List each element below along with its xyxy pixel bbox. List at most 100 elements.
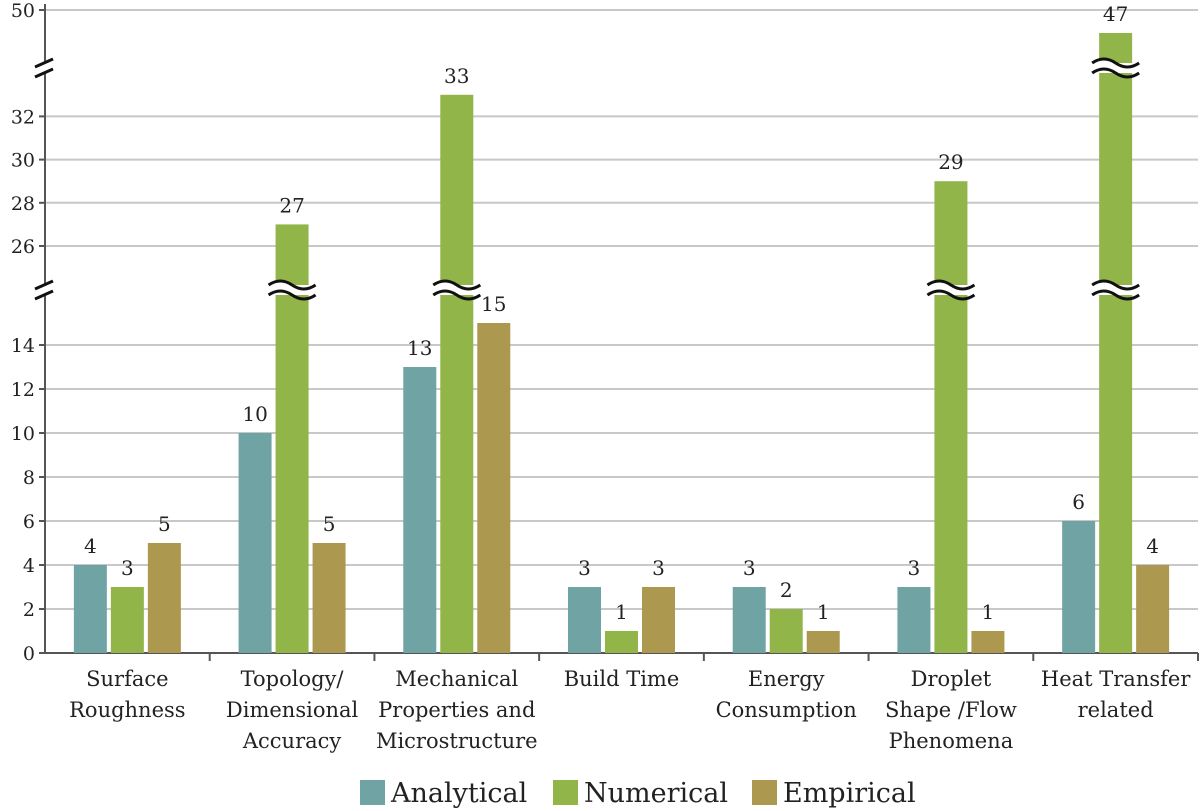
bar-numerical [1099,33,1133,653]
bar-break-line [926,289,976,301]
bar-analytical [403,367,437,653]
y-tick-label: 2 [23,599,35,621]
breaks-layer [34,57,1140,301]
category-label: Mechanical [395,667,518,691]
data-label: 3 [908,556,921,580]
y-tick-label: 12 [11,379,35,401]
axis-break-line [34,279,54,291]
bar-analytical [73,565,107,653]
data-label: 29 [938,150,963,174]
data-label: 47 [1103,2,1128,26]
data-label: 6 [1072,490,1085,514]
labels-layer: 435SurfaceRoughness10275Topology/Dimensi… [69,2,1191,753]
y-tick-label: 10 [11,423,35,445]
axis-break-line [34,67,54,79]
category-label: Accuracy [242,729,342,753]
bar-break-line [432,279,482,291]
y-tick-label: 14 [11,335,35,357]
category-label: Heat Transfer [1041,667,1191,691]
axis-break-gap [37,285,53,295]
data-label: 1 [982,600,995,624]
category-label: Properties and [378,698,535,722]
data-label: 4 [1146,534,1159,558]
bar-empirical [642,587,675,653]
bars-layer [73,33,1170,654]
data-label: 1 [615,600,628,624]
bar-analytical [732,587,766,653]
bar-numerical [934,181,968,653]
bar-break-gap [272,285,312,295]
legend-label-empirical: Empirical [783,778,916,809]
data-label: 3 [743,556,756,580]
axis-break-gap [37,63,53,73]
category-label: Dimensional [226,698,359,722]
bar-empirical [971,631,1005,653]
data-label: 33 [444,64,469,88]
data-label: 13 [407,336,432,360]
category-label: related [1078,698,1154,722]
bar-break-gap [1096,63,1136,73]
data-label: 1 [817,600,830,624]
category-label: Microstructure [376,729,538,753]
category-label: Shape /Flow [885,698,1017,722]
bar-break-line [432,289,482,301]
bar-analytical [1062,521,1096,653]
axis-break-line [34,289,54,301]
bar-empirical [312,543,346,653]
y-tick-label: 30 [11,150,35,172]
bar-break-gap [437,285,477,295]
category-label: Phenomena [889,729,1014,753]
category-label: Build Time [564,667,680,691]
bar-break-line [267,289,317,301]
category-label: Surface [86,667,168,691]
data-label: 3 [121,556,134,580]
y-tick-label: 6 [23,511,35,533]
bar-empirical [1136,565,1170,653]
y-tick-label: 8 [23,467,35,489]
category-label: Roughness [69,698,185,722]
data-label: 3 [652,556,665,580]
category-label: Consumption [716,698,857,722]
data-label: 27 [279,193,304,217]
bar-numerical [110,587,144,653]
bar-break-line [1091,289,1140,301]
bar-analytical [568,587,601,653]
y-tick-label: 28 [11,193,35,215]
data-label: 5 [323,512,336,536]
bar-analytical [238,433,272,653]
legend-swatch-analytical [360,780,385,805]
data-label: 2 [780,578,793,602]
bar-break-gap [1096,285,1136,295]
bar-numerical [440,94,474,654]
data-label: 15 [481,292,506,316]
bar-break-line [267,279,317,291]
legend-swatch-numerical [553,780,578,805]
data-label: 10 [242,402,267,426]
axis-break-line [34,57,54,69]
bar-break-line [1091,67,1140,79]
legend: Analytical Numerical Empirical [360,778,916,809]
bar-break-line [926,279,976,291]
category-label: Topology/ [241,667,345,691]
data-label: 3 [578,556,591,580]
y-tick-label: 50 [11,0,35,22]
bar-empirical [147,543,181,653]
legend-label-analytical: Analytical [390,778,527,809]
data-label: 4 [84,534,97,558]
legend-label-numerical: Numerical [584,778,728,809]
category-label: Droplet [911,667,992,691]
y-tick-label: 26 [11,236,35,258]
legend-swatch-empirical [752,780,777,805]
bar-numerical [605,631,638,653]
y-tick-label: 32 [11,106,35,128]
bar-empirical [477,323,511,653]
bar-break-line [1091,57,1140,69]
y-tick-label: 0 [23,643,35,665]
bar-empirical [806,631,840,653]
bar-numerical [769,609,803,653]
bar-break-gap [931,285,971,295]
data-label: 5 [158,512,171,536]
category-label: Energy [748,667,825,691]
